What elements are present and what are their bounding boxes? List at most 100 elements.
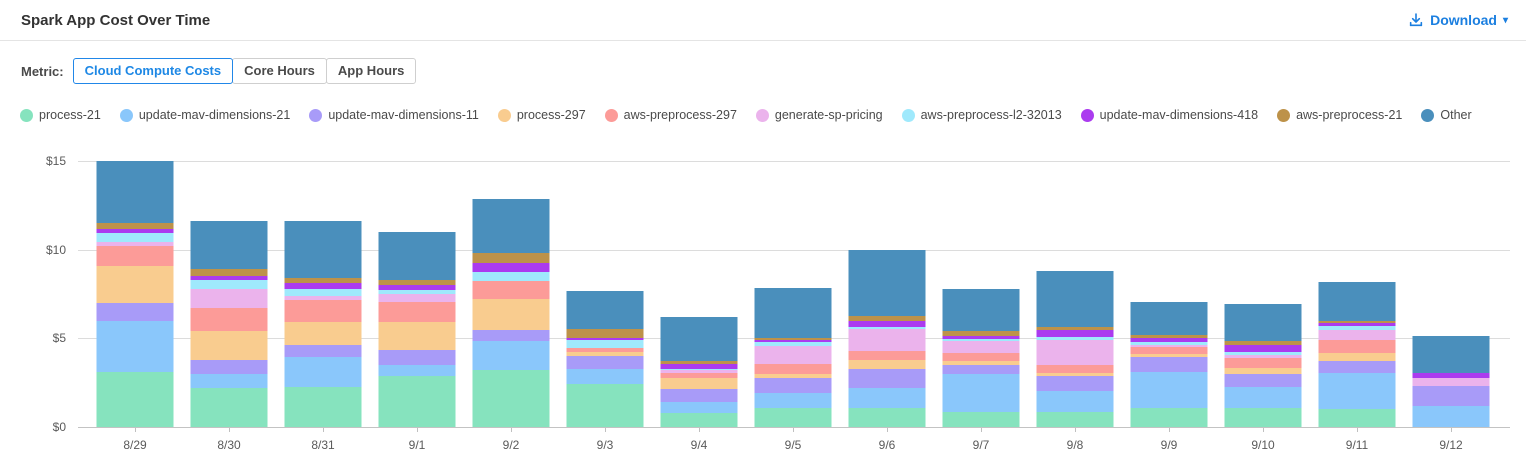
bar-segment-other[interactable]: [942, 288, 1020, 332]
legend-item-aws-preprocess-297[interactable]: aws-preprocess-297: [604, 108, 737, 122]
legend-item-other[interactable]: Other: [1421, 108, 1472, 122]
bar-segment-update-mav-dimensions-418[interactable]: [1412, 372, 1490, 379]
bar-segment-process-21[interactable]: [942, 411, 1020, 427]
bar-segment-aws-preprocess-l2-32013[interactable]: [566, 340, 644, 349]
bar-segment-aws-preprocess-297[interactable]: [284, 300, 362, 322]
bar-segment-update-mav-dimensions-21[interactable]: [660, 402, 738, 413]
bar-segment-process-21[interactable]: [660, 412, 738, 427]
bar-segment-update-mav-dimensions-418[interactable]: [660, 364, 738, 370]
bar-segment-update-mav-dimensions-418[interactable]: [848, 320, 926, 327]
bar-segment-update-mav-dimensions-418[interactable]: [96, 228, 174, 233]
bar-segment-aws-preprocess-l2-32013[interactable]: [378, 289, 456, 295]
stacked-bar-8-31[interactable]: [284, 221, 362, 427]
stacked-bar-8-29[interactable]: [96, 161, 174, 427]
legend-item-update-mav-dimensions-21[interactable]: update-mav-dimensions-21: [119, 108, 290, 122]
bar-segment-process-297[interactable]: [566, 351, 644, 357]
legend-item-update-mav-dimensions-418[interactable]: update-mav-dimensions-418: [1080, 108, 1258, 122]
bar-segment-generate-sp-pricing[interactable]: [1412, 378, 1490, 387]
bar-segment-update-mav-dimensions-11[interactable]: [566, 356, 644, 369]
stacked-bar-9-12[interactable]: [1412, 335, 1490, 427]
bar-segment-generate-sp-pricing[interactable]: [1224, 355, 1302, 358]
bar-segment-process-297[interactable]: [190, 331, 268, 360]
stacked-bar-9-10[interactable]: [1224, 303, 1302, 427]
bar-segment-update-mav-dimensions-418[interactable]: [566, 337, 644, 341]
bar-segment-process-21[interactable]: [96, 372, 174, 427]
bar-segment-update-mav-dimensions-21[interactable]: [942, 373, 1020, 412]
bar-segment-generate-sp-pricing[interactable]: [1130, 345, 1208, 348]
bar-segment-aws-preprocess-297[interactable]: [378, 302, 456, 322]
bar-segment-other[interactable]: [754, 287, 832, 339]
bar-segment-other[interactable]: [472, 199, 550, 254]
bar-segment-process-297[interactable]: [660, 378, 738, 389]
stacked-bar-9-3[interactable]: [566, 290, 644, 427]
bar-segment-process-297[interactable]: [1036, 372, 1114, 377]
bar-segment-process-297[interactable]: [96, 265, 174, 303]
legend-item-aws-preprocess-l2-32013[interactable]: aws-preprocess-l2-32013: [901, 108, 1062, 122]
bar-segment-update-mav-dimensions-11[interactable]: [942, 364, 1020, 374]
bar-segment-aws-preprocess-297[interactable]: [190, 308, 268, 332]
bar-segment-update-mav-dimensions-21[interactable]: [472, 341, 550, 371]
bar-segment-aws-preprocess-l2-32013[interactable]: [284, 288, 362, 296]
bar-segment-other[interactable]: [1036, 270, 1114, 327]
bar-segment-update-mav-dimensions-21[interactable]: [378, 365, 456, 376]
bar-segment-process-297[interactable]: [378, 321, 456, 350]
bar-segment-update-mav-dimensions-21[interactable]: [284, 357, 362, 388]
bar-segment-aws-preprocess-l2-32013[interactable]: [660, 369, 738, 371]
bar-segment-aws-preprocess-21[interactable]: [848, 316, 926, 321]
bar-segment-process-21[interactable]: [1036, 411, 1114, 427]
bar-segment-process-21[interactable]: [472, 370, 550, 427]
bar-segment-aws-preprocess-297[interactable]: [1224, 357, 1302, 368]
bar-segment-aws-preprocess-21[interactable]: [1224, 341, 1302, 345]
bar-segment-generate-sp-pricing[interactable]: [378, 294, 456, 303]
bar-segment-other[interactable]: [284, 221, 362, 279]
bar-segment-process-297[interactable]: [284, 321, 362, 345]
bar-segment-aws-preprocess-21[interactable]: [1036, 326, 1114, 331]
stacked-bar-9-9[interactable]: [1130, 302, 1208, 427]
bar-segment-update-mav-dimensions-11[interactable]: [1036, 376, 1114, 391]
bar-segment-generate-sp-pricing[interactable]: [1036, 340, 1114, 365]
bar-segment-aws-preprocess-297[interactable]: [660, 373, 738, 379]
bar-segment-aws-preprocess-21[interactable]: [660, 361, 738, 365]
bar-segment-aws-preprocess-21[interactable]: [1318, 320, 1396, 324]
bar-segment-update-mav-dimensions-21[interactable]: [1130, 372, 1208, 408]
bar-segment-update-mav-dimensions-21[interactable]: [1036, 390, 1114, 412]
bar-segment-update-mav-dimensions-418[interactable]: [1318, 323, 1396, 326]
bar-segment-update-mav-dimensions-11[interactable]: [1224, 373, 1302, 388]
bar-segment-aws-preprocess-21[interactable]: [942, 331, 1020, 336]
stacked-bar-9-1[interactable]: [378, 232, 456, 427]
bar-segment-update-mav-dimensions-418[interactable]: [472, 263, 550, 272]
stacked-bar-8-30[interactable]: [190, 221, 268, 427]
bar-segment-aws-preprocess-l2-32013[interactable]: [190, 279, 268, 289]
bar-segment-aws-preprocess-l2-32013[interactable]: [472, 271, 550, 281]
bar-segment-process-297[interactable]: [848, 359, 926, 370]
bar-segment-other[interactable]: [660, 317, 738, 362]
bar-segment-aws-preprocess-21[interactable]: [378, 279, 456, 286]
bar-segment-other[interactable]: [1318, 281, 1396, 321]
bar-segment-update-mav-dimensions-21[interactable]: [1224, 387, 1302, 408]
legend-item-process-21[interactable]: process-21: [20, 108, 101, 122]
bar-segment-other[interactable]: [848, 249, 926, 317]
stacked-bar-9-11[interactable]: [1318, 281, 1396, 427]
download-button[interactable]: Download ▾: [1408, 12, 1508, 28]
bar-segment-aws-preprocess-297[interactable]: [472, 280, 550, 300]
stacked-bar-9-7[interactable]: [942, 288, 1020, 427]
bar-segment-update-mav-dimensions-21[interactable]: [190, 373, 268, 388]
bar-segment-update-mav-dimensions-418[interactable]: [1130, 338, 1208, 342]
bar-segment-process-297[interactable]: [1318, 352, 1396, 362]
bar-segment-generate-sp-pricing[interactable]: [190, 288, 268, 309]
bar-segment-process-21[interactable]: [378, 375, 456, 427]
bar-segment-update-mav-dimensions-418[interactable]: [284, 283, 362, 289]
bar-segment-update-mav-dimensions-11[interactable]: [378, 349, 456, 366]
bar-segment-aws-preprocess-l2-32013[interactable]: [1036, 337, 1114, 341]
bar-segment-update-mav-dimensions-21[interactable]: [848, 388, 926, 409]
legend-item-aws-preprocess-21[interactable]: aws-preprocess-21: [1277, 108, 1402, 122]
bar-segment-process-297[interactable]: [472, 299, 550, 330]
bar-segment-update-mav-dimensions-21[interactable]: [566, 368, 644, 384]
stacked-bar-9-6[interactable]: [848, 249, 926, 427]
tab-cloud-compute-costs[interactable]: Cloud Compute Costs: [72, 58, 234, 84]
bar-segment-other[interactable]: [1130, 302, 1208, 335]
tab-core-hours[interactable]: Core Hours: [232, 58, 327, 84]
bar-segment-process-21[interactable]: [284, 387, 362, 427]
bar-segment-other[interactable]: [1224, 303, 1302, 342]
stacked-bar-9-5[interactable]: [754, 287, 832, 427]
